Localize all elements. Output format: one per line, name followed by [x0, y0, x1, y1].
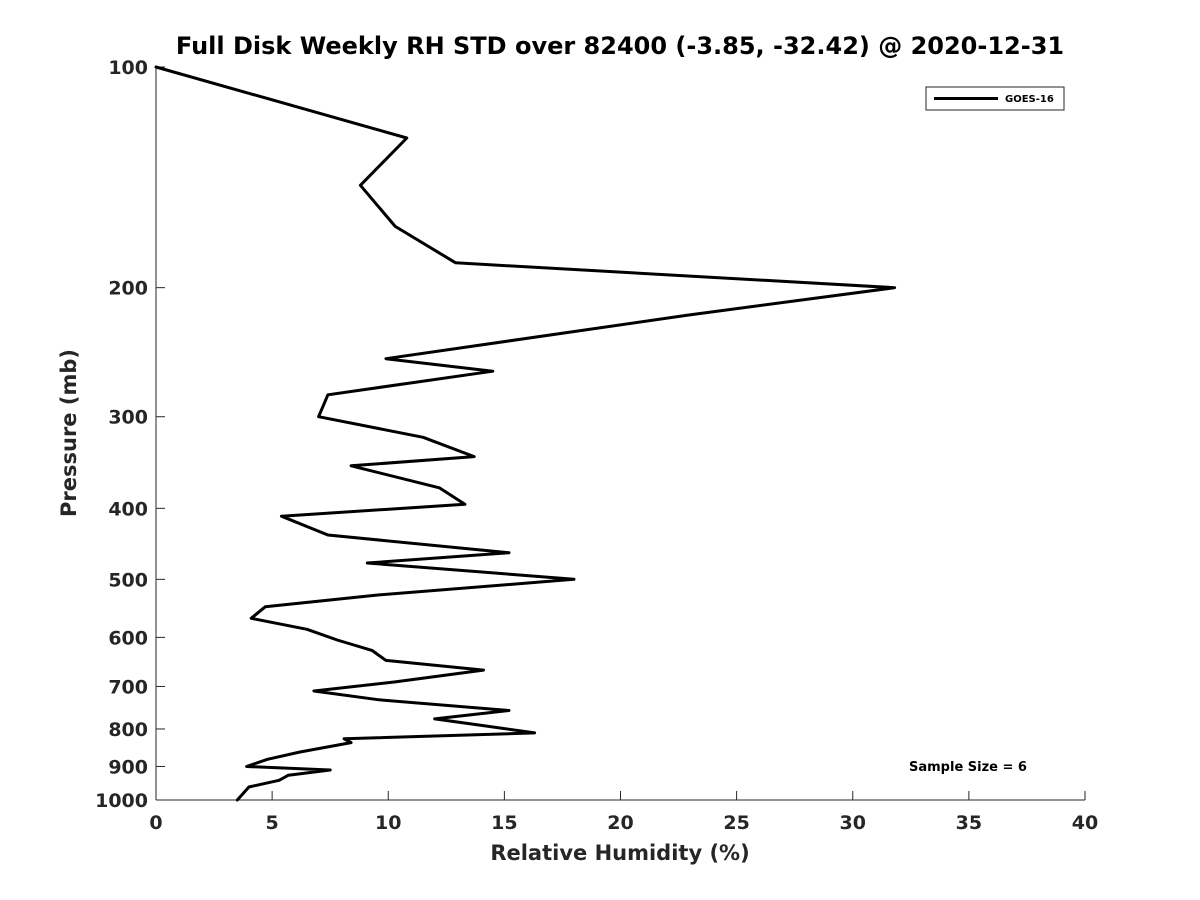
y-tick-label: 200	[108, 278, 148, 300]
legend: GOES-16	[925, 86, 1065, 111]
y-tick-label: 800	[108, 719, 148, 741]
x-axis-label: Relative Humidity (%)	[490, 841, 749, 865]
y-axis-label: Pressure (mb)	[57, 349, 81, 517]
y-tick-label: 500	[108, 569, 148, 591]
y-tick-label: 1000	[95, 790, 148, 812]
x-tick-label: 0	[149, 812, 162, 834]
x-tick-label: 40	[1072, 812, 1098, 834]
x-tick-label: 15	[491, 812, 517, 834]
x-tick-label: 30	[840, 812, 866, 834]
x-tick-label: 5	[266, 812, 279, 834]
plot-area: 0 5 10 15 20 25 30 35 40 100 200 300 400 500 600 700 80…	[95, 57, 1098, 834]
x-tick-label: 35	[956, 812, 982, 834]
y-tick-label: 900	[108, 756, 148, 778]
y-axis-ticks: 100 200 300 400 500 600 700 800 900 1000	[95, 57, 165, 812]
series-goes-16-line	[154, 65, 897, 802]
y-tick-label: 300	[108, 407, 148, 429]
y-tick-label: 400	[108, 498, 148, 520]
y-tick-label: 700	[108, 676, 148, 698]
y-tick-label: 600	[108, 627, 148, 649]
x-tick-label: 20	[607, 812, 633, 834]
x-tick-label: 25	[723, 812, 749, 834]
sample-size-annotation: Sample Size = 6	[909, 760, 1027, 775]
chart-title: Full Disk Weekly RH STD over 82400 (-3.8…	[176, 32, 1064, 60]
x-tick-label: 10	[375, 812, 401, 834]
legend-entry-goes-16: GOES-16	[1005, 94, 1054, 105]
x-axis-ticks: 0 5 10 15 20 25 30 35 40	[149, 791, 1098, 834]
y-tick-label: 100	[108, 57, 148, 79]
